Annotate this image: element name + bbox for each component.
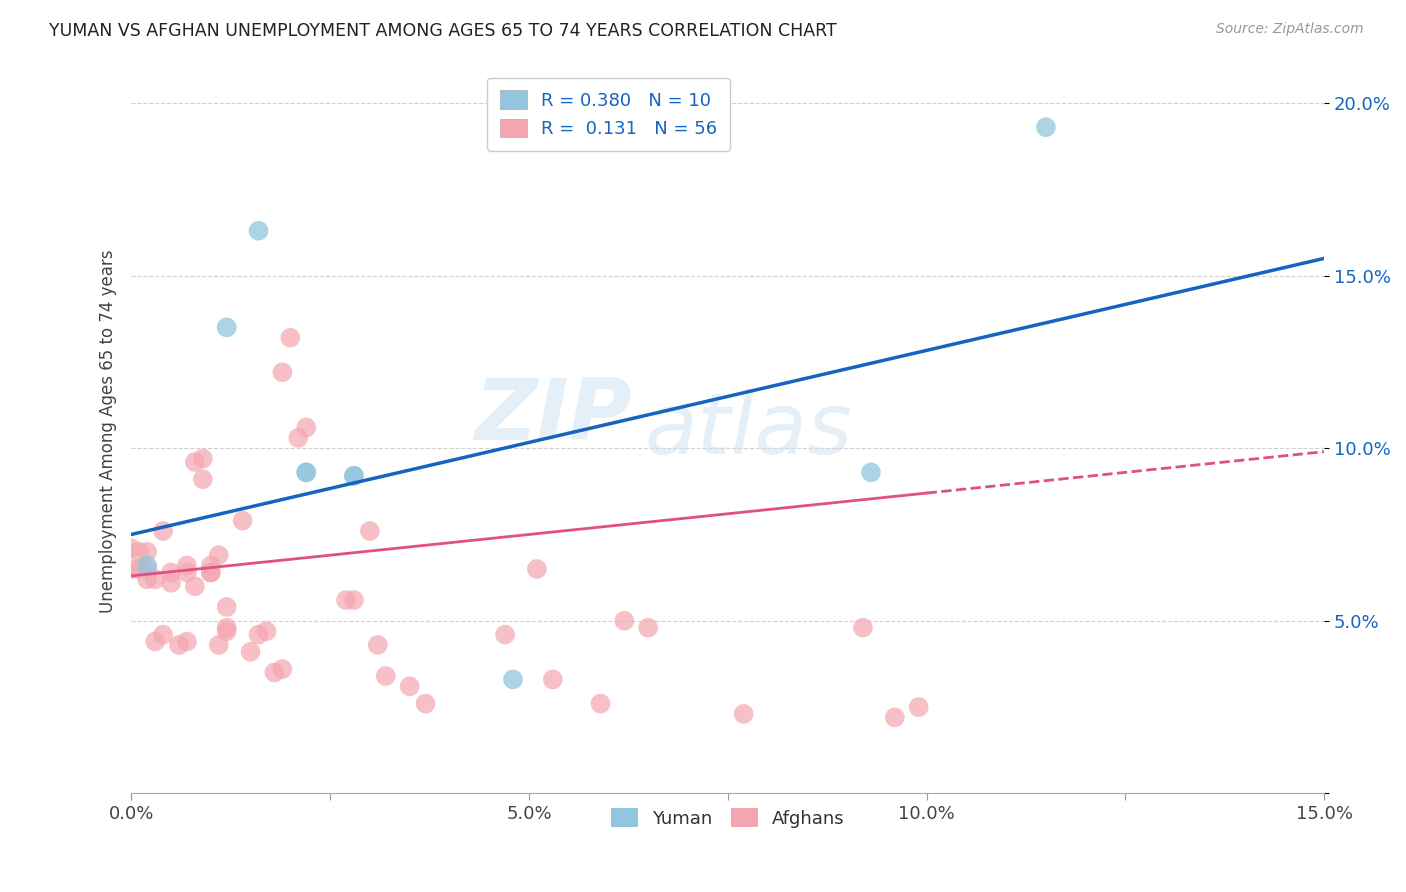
Point — [152, 627, 174, 641]
Point — [589, 697, 612, 711]
Point — [128, 545, 150, 559]
Point — [494, 627, 516, 641]
Point — [191, 472, 214, 486]
Point — [502, 673, 524, 687]
Point — [136, 562, 159, 576]
Point — [637, 621, 659, 635]
Point — [208, 548, 231, 562]
Point — [200, 566, 222, 580]
Point — [541, 673, 564, 687]
Point — [143, 634, 166, 648]
Point — [907, 700, 929, 714]
Point — [160, 566, 183, 580]
Point — [215, 320, 238, 334]
Point — [120, 562, 142, 576]
Point — [136, 545, 159, 559]
Point — [526, 562, 548, 576]
Point — [184, 455, 207, 469]
Point — [278, 331, 301, 345]
Point — [613, 614, 636, 628]
Point — [184, 579, 207, 593]
Point — [176, 634, 198, 648]
Point — [215, 624, 238, 639]
Point — [208, 638, 231, 652]
Point — [271, 662, 294, 676]
Point — [733, 706, 755, 721]
Point — [143, 572, 166, 586]
Point — [136, 558, 159, 573]
Point — [263, 665, 285, 680]
Point — [247, 627, 270, 641]
Text: ZIP: ZIP — [475, 375, 633, 458]
Point — [859, 466, 882, 480]
Point — [160, 575, 183, 590]
Point — [852, 621, 875, 635]
Point — [343, 468, 366, 483]
Point — [191, 451, 214, 466]
Point — [232, 514, 254, 528]
Y-axis label: Unemployment Among Ages 65 to 74 years: Unemployment Among Ages 65 to 74 years — [100, 249, 117, 613]
Point — [398, 679, 420, 693]
Point — [120, 541, 142, 556]
Text: YUMAN VS AFGHAN UNEMPLOYMENT AMONG AGES 65 TO 74 YEARS CORRELATION CHART: YUMAN VS AFGHAN UNEMPLOYMENT AMONG AGES … — [49, 22, 837, 40]
Point — [176, 558, 198, 573]
Point — [256, 624, 278, 639]
Point — [176, 566, 198, 580]
Point — [271, 365, 294, 379]
Point — [1035, 120, 1057, 135]
Point — [152, 524, 174, 538]
Point — [200, 566, 222, 580]
Point — [295, 466, 318, 480]
Point — [374, 669, 396, 683]
Point — [136, 572, 159, 586]
Point — [128, 562, 150, 576]
Point — [215, 599, 238, 614]
Point — [200, 558, 222, 573]
Point — [167, 638, 190, 652]
Point — [883, 710, 905, 724]
Text: Source: ZipAtlas.com: Source: ZipAtlas.com — [1216, 22, 1364, 37]
Point — [359, 524, 381, 538]
Point — [295, 420, 318, 434]
Point — [415, 697, 437, 711]
Point — [343, 593, 366, 607]
Point — [295, 466, 318, 480]
Point — [343, 468, 366, 483]
Point — [367, 638, 389, 652]
Point — [239, 645, 262, 659]
Text: atlas: atlas — [644, 390, 852, 473]
Legend: Yuman, Afghans: Yuman, Afghans — [603, 801, 852, 835]
Point — [215, 621, 238, 635]
Point — [247, 224, 270, 238]
Point — [287, 431, 309, 445]
Point — [335, 593, 357, 607]
